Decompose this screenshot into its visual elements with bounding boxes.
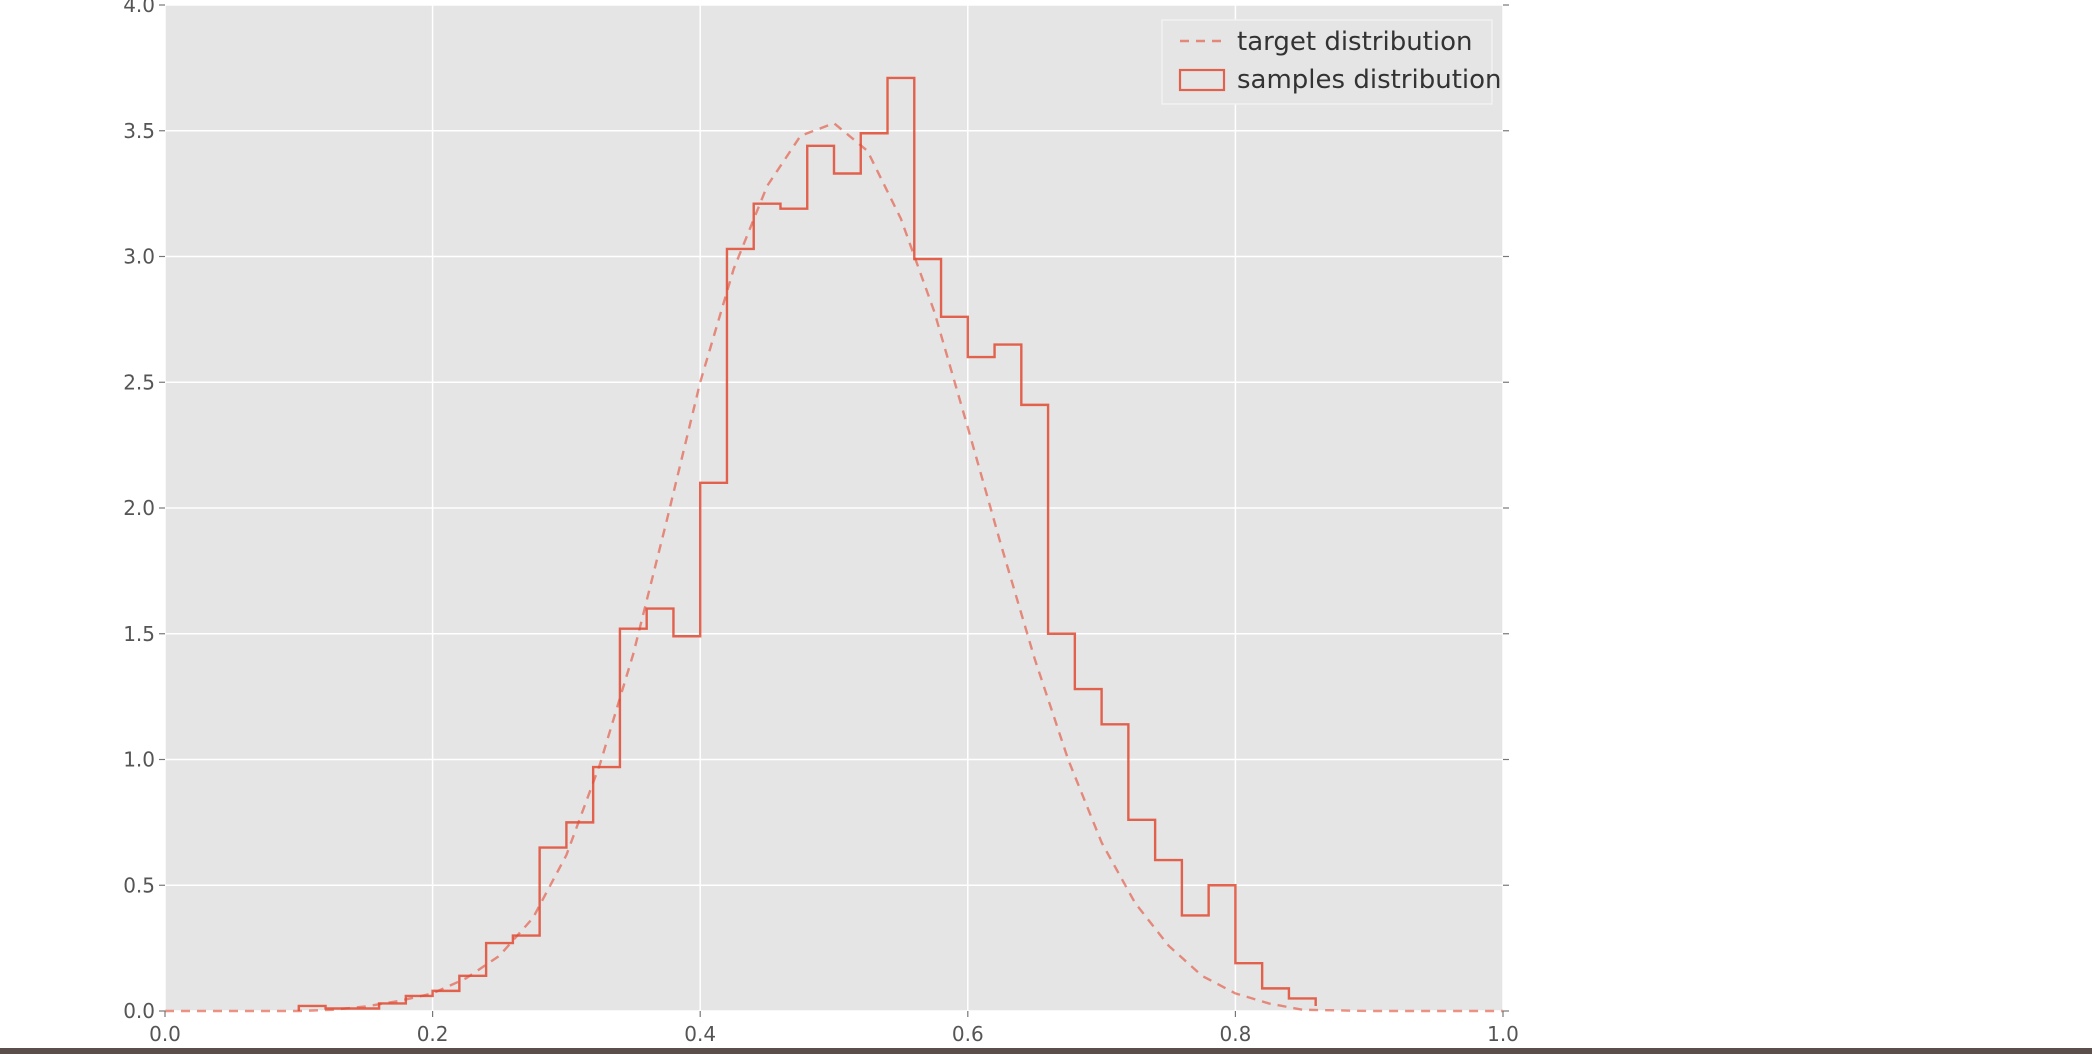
y-tick-label: 0.0 bbox=[123, 999, 155, 1023]
y-tick-label: 1.0 bbox=[123, 748, 155, 772]
y-tick-label: 2.0 bbox=[123, 496, 155, 520]
y-tick-label: 3.5 bbox=[123, 119, 155, 143]
x-tick-label: 0.6 bbox=[952, 1022, 984, 1046]
legend-samples-swatch bbox=[1178, 68, 1226, 92]
target-distribution-line bbox=[165, 121, 1503, 1013]
samples-distribution-outline bbox=[297, 76, 1317, 1011]
y-tick-label: 0.5 bbox=[123, 873, 155, 897]
bottom-edge-bar bbox=[0, 1048, 2092, 1054]
x-tick-label: 0.4 bbox=[684, 1022, 716, 1046]
x-tick-label: 0.0 bbox=[149, 1022, 181, 1046]
x-tick-label: 0.8 bbox=[1219, 1022, 1251, 1046]
x-tick-label: 0.2 bbox=[417, 1022, 449, 1046]
legend-samples-label: samples distribution bbox=[1237, 65, 1502, 95]
x-tick-label: 1.0 bbox=[1487, 1022, 1519, 1046]
y-tick-label: 3.0 bbox=[123, 245, 155, 269]
legend-target-label: target distribution bbox=[1237, 27, 1473, 57]
y-tick-label: 1.5 bbox=[123, 622, 155, 646]
y-tick-label: 4.0 bbox=[123, 0, 155, 17]
y-tick-label: 2.5 bbox=[123, 370, 155, 394]
